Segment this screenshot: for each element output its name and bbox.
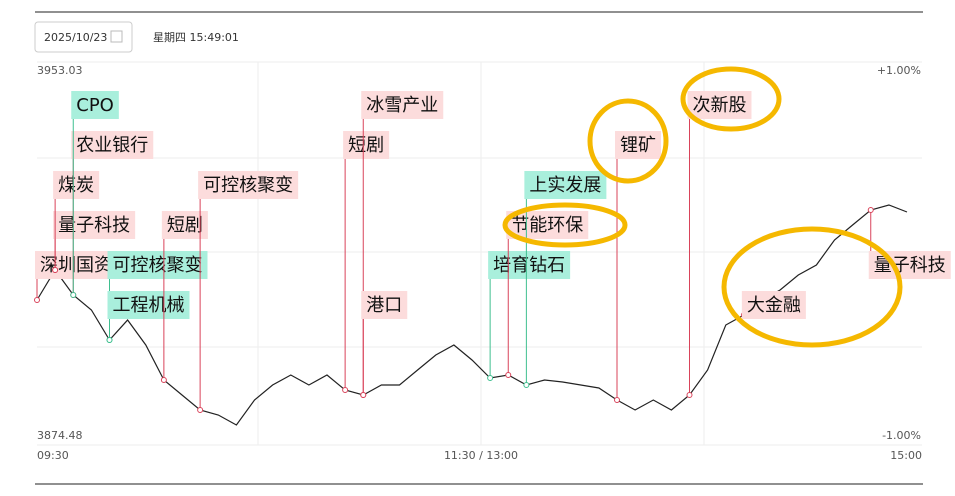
annotation-tag: CPO [71, 91, 119, 119]
clock-text: 星期四 15:49:01 [153, 31, 239, 44]
annotation-tag: 次新股 [687, 91, 752, 119]
tag-text: 深圳国资 [40, 255, 112, 276]
y2-tick-label: +1.00% [877, 64, 921, 77]
annotation-tag: 工程机械 [107, 291, 190, 319]
highlight-circles [502, 66, 903, 348]
date-text: 2025/10/23 [44, 31, 107, 44]
x-tick-label: 09:30 [37, 449, 69, 462]
tag-text: 可控核聚变 [113, 255, 203, 276]
annotation-tag: 节能环保 [506, 211, 589, 239]
tag-bg [524, 171, 607, 199]
tag-bg [107, 251, 208, 279]
annotation-tag: 大金融 [741, 291, 806, 319]
annotation-dot [160, 376, 167, 383]
annotation-dot [197, 407, 204, 414]
annotation-dot [52, 266, 59, 273]
plot: 3874.48 3953.03 +1.00% -1.00% 09:30 11:30 / 1… [34, 64, 951, 462]
tag-bg [35, 251, 117, 279]
tag-text: 煤炭 [58, 175, 94, 196]
annotation-tag: 量子科技 [53, 211, 136, 239]
annotation-tag: 短剧 [161, 211, 208, 239]
tag-bg [71, 91, 119, 119]
annotation-dot [523, 382, 530, 389]
annotation-dot [505, 372, 512, 379]
tag-text: 节能环保 [511, 215, 583, 236]
tag-bg [361, 91, 444, 119]
calendar-icon [110, 30, 123, 43]
tag-bg [53, 171, 100, 199]
annotation-dot [487, 374, 494, 381]
annotation-dot [106, 336, 113, 343]
x-tick-label: 15:00 [890, 449, 922, 462]
tag-bg [71, 131, 154, 159]
tag-bg [107, 291, 190, 319]
annotation-tag: 培育钻石 [488, 251, 571, 279]
annotation-dot [34, 297, 40, 304]
annotation-tag: 农业银行 [71, 131, 154, 159]
tag-text: 量子科技 [58, 215, 130, 236]
annotation-tag: 锂矿 [615, 131, 661, 159]
tag-text: 量子科技 [874, 255, 946, 276]
annotation-dot [342, 386, 349, 393]
annotation-tag: 港口 [361, 291, 408, 319]
date-input[interactable] [34, 21, 133, 53]
tag-bg [615, 131, 661, 159]
y-tick-label: 3874.48 [37, 429, 83, 442]
tag-text: 农业银行 [76, 135, 148, 156]
annotation-tag: 可控核聚变 [198, 171, 299, 199]
annotation-tag: 深圳国资 [35, 251, 117, 279]
annotation-tag: 量子科技 [868, 251, 951, 279]
annotation-tag: 可控核聚变 [107, 251, 208, 279]
tag-bg [687, 91, 752, 119]
tag-text: 港口 [366, 295, 402, 316]
tag-bg [741, 291, 806, 319]
tag-text: CPO [76, 95, 114, 116]
tag-bg [361, 291, 408, 319]
tag-text: 冰雪产业 [366, 95, 438, 116]
annotation-tag: 短剧 [343, 131, 390, 159]
annotation-dot [686, 391, 693, 398]
tag-text: 上实发展 [529, 175, 601, 196]
annotation-tag: 上实发展 [524, 171, 607, 199]
tag-text: 培育钻石 [493, 255, 565, 276]
y-tick-label: 3953.03 [37, 64, 83, 77]
annotation-dot [614, 397, 620, 404]
y2-tick-label: -1.00% [882, 429, 921, 442]
annotation-dot [360, 391, 367, 398]
annotation-dot [70, 291, 77, 298]
tag-bg [868, 251, 951, 279]
tag-text: 可控核聚变 [203, 175, 293, 196]
annotation-dot [867, 207, 874, 214]
tag-bg [506, 211, 589, 239]
tag-bg [488, 251, 571, 279]
annotation-tag: 冰雪产业 [361, 91, 444, 119]
tag-text: 锂矿 [620, 135, 656, 156]
tag-text: 次新股 [693, 95, 747, 116]
tag-bg [198, 171, 299, 199]
tag-text: 大金融 [747, 295, 801, 316]
tag-text: 工程机械 [113, 295, 185, 316]
tag-bg [343, 131, 390, 159]
tag-text: 短剧 [167, 215, 203, 236]
annotation-tag: 煤炭 [53, 171, 100, 199]
tag-text: 短剧 [348, 135, 384, 156]
x-tick-label: 11:30 / 13:00 [444, 449, 518, 462]
tag-bg [53, 211, 136, 239]
